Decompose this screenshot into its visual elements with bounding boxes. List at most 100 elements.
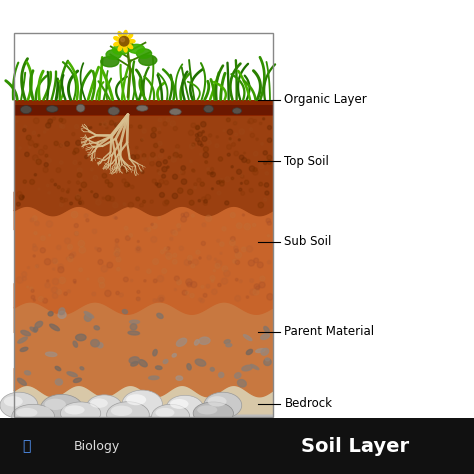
Circle shape xyxy=(61,119,66,124)
Circle shape xyxy=(158,131,161,134)
Bar xyxy=(14,391,273,417)
Circle shape xyxy=(123,203,126,206)
Circle shape xyxy=(79,189,82,191)
Circle shape xyxy=(178,228,181,231)
Circle shape xyxy=(264,198,267,201)
Circle shape xyxy=(95,247,98,250)
Circle shape xyxy=(27,286,28,288)
Circle shape xyxy=(175,145,180,148)
Ellipse shape xyxy=(20,106,32,114)
Circle shape xyxy=(259,282,265,288)
Polygon shape xyxy=(14,385,273,414)
Circle shape xyxy=(225,177,230,182)
Circle shape xyxy=(178,188,183,193)
Circle shape xyxy=(266,219,271,223)
Circle shape xyxy=(119,293,123,297)
Circle shape xyxy=(192,259,199,265)
Circle shape xyxy=(188,261,191,264)
Circle shape xyxy=(131,185,134,189)
Circle shape xyxy=(162,166,167,172)
Ellipse shape xyxy=(20,347,28,352)
Ellipse shape xyxy=(46,106,58,112)
Circle shape xyxy=(54,259,58,264)
Circle shape xyxy=(246,246,253,252)
Circle shape xyxy=(74,224,78,228)
Circle shape xyxy=(120,122,125,127)
Circle shape xyxy=(223,130,225,132)
Circle shape xyxy=(195,134,199,137)
Circle shape xyxy=(173,259,177,264)
Circle shape xyxy=(185,292,189,294)
Circle shape xyxy=(154,143,158,148)
Circle shape xyxy=(135,155,139,159)
Bar xyxy=(14,104,273,114)
Circle shape xyxy=(52,278,59,285)
Polygon shape xyxy=(14,283,273,314)
Circle shape xyxy=(59,124,63,128)
Circle shape xyxy=(166,253,172,259)
Circle shape xyxy=(214,258,217,260)
Circle shape xyxy=(76,194,80,198)
Ellipse shape xyxy=(255,348,265,353)
Circle shape xyxy=(241,247,246,252)
Circle shape xyxy=(38,296,43,301)
Text: Biology: Biology xyxy=(73,439,120,453)
Circle shape xyxy=(115,252,120,256)
Ellipse shape xyxy=(128,45,145,54)
Circle shape xyxy=(254,119,256,122)
Ellipse shape xyxy=(21,330,30,336)
Circle shape xyxy=(172,193,178,199)
Circle shape xyxy=(99,283,105,288)
Ellipse shape xyxy=(97,343,103,348)
Circle shape xyxy=(239,280,242,283)
Circle shape xyxy=(130,158,133,162)
Circle shape xyxy=(217,191,221,195)
Ellipse shape xyxy=(246,349,253,355)
Circle shape xyxy=(123,277,128,282)
Circle shape xyxy=(136,246,141,253)
Ellipse shape xyxy=(157,313,163,319)
Circle shape xyxy=(54,141,58,146)
Circle shape xyxy=(143,200,146,203)
Ellipse shape xyxy=(176,376,182,380)
Circle shape xyxy=(163,122,167,126)
Ellipse shape xyxy=(155,408,174,418)
Circle shape xyxy=(177,280,182,285)
Circle shape xyxy=(253,168,257,172)
Circle shape xyxy=(201,285,204,288)
Circle shape xyxy=(71,211,78,218)
Ellipse shape xyxy=(265,358,269,361)
Ellipse shape xyxy=(130,324,137,330)
Circle shape xyxy=(174,289,176,291)
Ellipse shape xyxy=(129,357,139,364)
Circle shape xyxy=(91,191,93,192)
Circle shape xyxy=(102,173,107,178)
Circle shape xyxy=(105,147,109,151)
Circle shape xyxy=(149,156,154,161)
Circle shape xyxy=(48,191,50,194)
Circle shape xyxy=(244,223,250,230)
Circle shape xyxy=(104,120,109,125)
Circle shape xyxy=(167,166,169,168)
Circle shape xyxy=(67,290,70,293)
Circle shape xyxy=(156,161,162,167)
Circle shape xyxy=(199,298,202,301)
Circle shape xyxy=(66,257,69,259)
Circle shape xyxy=(233,259,237,263)
Circle shape xyxy=(267,126,272,129)
Circle shape xyxy=(250,279,254,283)
Circle shape xyxy=(158,172,161,174)
Circle shape xyxy=(174,276,179,281)
Circle shape xyxy=(171,157,176,162)
Circle shape xyxy=(219,180,222,183)
Ellipse shape xyxy=(170,109,181,115)
Circle shape xyxy=(173,174,178,179)
Circle shape xyxy=(235,260,239,264)
Circle shape xyxy=(115,158,117,161)
Circle shape xyxy=(158,154,163,158)
Circle shape xyxy=(59,203,63,207)
Circle shape xyxy=(225,201,229,205)
Circle shape xyxy=(23,180,27,183)
Circle shape xyxy=(155,182,158,185)
Circle shape xyxy=(91,168,93,171)
